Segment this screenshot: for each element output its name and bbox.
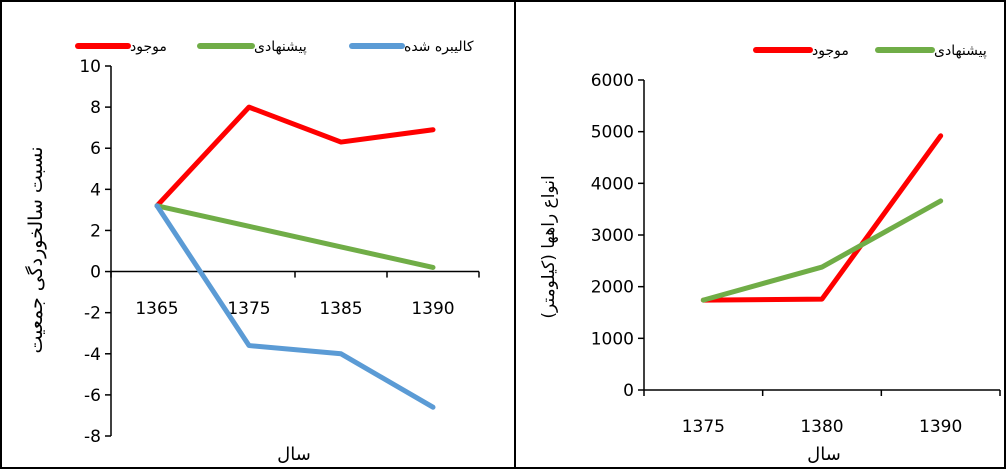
y-tick-label: 1000 <box>591 329 634 349</box>
y-tick-label: 0 <box>90 263 101 283</box>
legend: موجود پیشنهادی <box>753 43 987 59</box>
plot-area: 6000 5000 4000 3000 2000 1000 0 1375 1380 1390 <box>591 71 1001 437</box>
y-tick-label: 4 <box>90 180 101 200</box>
y-tick-label: -4 <box>84 345 101 365</box>
x-tick-label: 1380 <box>800 417 843 437</box>
y-tick-label: 8 <box>90 98 101 118</box>
y-tick-label: 2 <box>90 221 101 241</box>
y-tick-label: 5000 <box>591 123 634 143</box>
series-line-1 <box>154 203 436 270</box>
series-line-0 <box>154 104 436 209</box>
plot-area: 10 8 6 4 2 0 -2 -4 -6 -8 1365 1375 1385 1390 <box>79 57 480 447</box>
y-tick-label: 6 <box>90 139 101 159</box>
series-line-2 <box>154 203 436 410</box>
chart-road-length-svg: موجود پیشنهادی انواع راهها (کیلومتر) سال… <box>539 43 1001 465</box>
chart-panel-aging-ratio: موجود پیشنهادی کالیبره شده نسبت سالخوردگ… <box>0 0 516 469</box>
x-tick-label: 1365 <box>135 299 178 319</box>
x-tick-label: 1390 <box>411 299 454 319</box>
legend-label-calibrated: کالیبره شده <box>404 39 474 55</box>
x-tick-label: 1375 <box>227 299 270 319</box>
x-tick-label: 1385 <box>319 299 362 319</box>
y-tick-label: 0 <box>623 381 634 401</box>
x-tick-label: 1375 <box>682 417 725 437</box>
series-line-0 <box>700 133 944 303</box>
x-axis-label: سال <box>277 444 311 465</box>
legend-label-existing: موجود <box>812 43 849 59</box>
y-tick-label: 4000 <box>591 174 634 194</box>
x-tick-label: 1390 <box>919 417 962 437</box>
y-tick-label: -8 <box>84 427 101 447</box>
x-axis-label: سال <box>807 444 841 465</box>
y-tick-label: -6 <box>84 386 101 406</box>
y-tick-label: 10 <box>79 57 101 77</box>
y-axis-label: انواع راهها (کیلومتر) <box>539 175 559 318</box>
legend-label-proposed: پیشنهادی <box>254 39 307 55</box>
y-tick-label: 6000 <box>591 71 634 91</box>
chart-panel-road-length: موجود پیشنهادی انواع راهها (کیلومتر) سال… <box>516 0 1006 469</box>
y-tick-label: 2000 <box>591 278 634 298</box>
chart-aging-ratio-svg: موجود پیشنهادی کالیبره شده نسبت سالخوردگ… <box>24 39 480 465</box>
legend-label-proposed: پیشنهادی <box>934 43 987 59</box>
legend: موجود پیشنهادی کالیبره شده <box>75 39 474 55</box>
legend-label-existing: موجود <box>130 39 167 55</box>
series-line-1 <box>700 198 944 303</box>
y-tick-label: 3000 <box>591 226 634 246</box>
y-tick-label: -2 <box>84 304 101 324</box>
y-axis-label: نسبت سالخوردگی جمعیت <box>24 146 47 353</box>
